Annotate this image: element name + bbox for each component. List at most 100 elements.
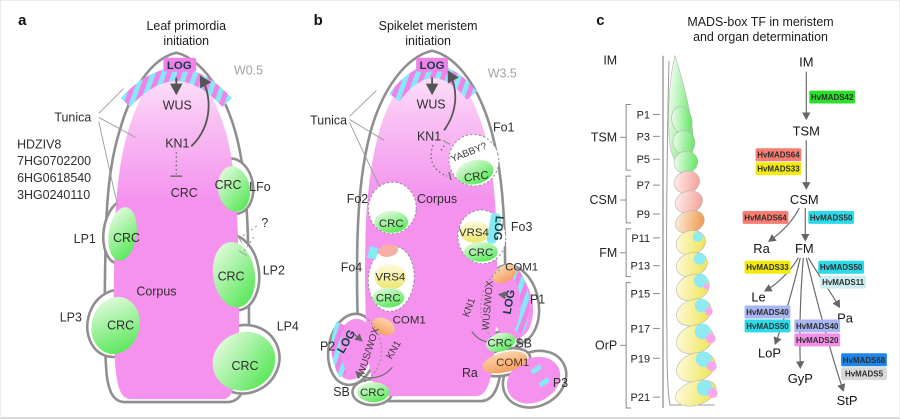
panel-c-title-line1: MADS-box TF in meristem	[687, 15, 833, 29]
node-ra: Ra	[753, 241, 770, 256]
panel-a-corpus-label: Corpus	[136, 285, 176, 299]
panel-b-fo2-region: CRC	[367, 181, 417, 235]
svg-text:HvMADS40: HvMADS40	[746, 308, 789, 317]
panel-a-lp4-label: LP4	[277, 319, 299, 333]
panel-b-p3-interior	[506, 356, 561, 404]
panel-a-title-line2: initiation	[163, 34, 209, 48]
panel-c: c MADS-box TF in meristem and organ dete…	[590, 12, 887, 409]
panel-b-fo4-label: Fo4	[341, 261, 363, 275]
panel-b-p2-curved-arrow	[355, 366, 393, 380]
panel-b-sb-right-label: SB	[515, 336, 532, 350]
panel-a-log-highlight	[163, 57, 197, 72]
gene-box-hvmads64-csm: HvMADS64	[742, 210, 789, 224]
tick-p21: P21	[631, 392, 650, 404]
panel-b-fo3-label: Fo3	[511, 220, 533, 234]
gene-box-hvmads20-gyp: HvMADS20	[794, 333, 841, 347]
panel-a-stage-label: W0.5	[234, 64, 263, 78]
tick-p1: P1	[637, 109, 650, 121]
svg-text:HvMADS50: HvMADS50	[810, 213, 853, 222]
tick-p5: P5	[637, 154, 650, 166]
gene-box-hvmads64-tsm: HvMADS64	[755, 148, 802, 162]
zone-tsm-label: TSM	[591, 130, 617, 144]
node-gyp: GyP	[788, 371, 813, 386]
panel-b-crc-sb-left-domain	[357, 382, 390, 403]
panel-b-vrs4-fo3-label: VRS4	[459, 227, 490, 239]
panel-a-kn1-label: KN1	[165, 136, 189, 150]
panel-b-vrs4-fo4-label: VRS4	[375, 272, 406, 284]
node-tsm: TSM	[793, 123, 820, 138]
svg-text:HvMADS50: HvMADS50	[746, 322, 789, 331]
panel-b-corpus-label: Corpus	[417, 192, 457, 206]
gene-box-hvmads11-pa: HvMADS11	[820, 275, 866, 289]
panel-b-title-line1: Spikelet meristem	[379, 19, 478, 33]
tick-p17: P17	[631, 323, 650, 335]
panel-b-p2-interior	[334, 318, 373, 380]
tick-p13: P13	[631, 261, 650, 273]
zone-csm-label: CSM	[590, 193, 618, 207]
svg-text:HvMADS20: HvMADS20	[796, 336, 839, 345]
gene-box-hvmads42: HvMADS42	[809, 90, 856, 104]
panel-b-wuswox-p1-label: WUS/WOX	[481, 280, 496, 331]
panel-b-kn1-log-arrow	[443, 70, 459, 131]
panel-a-crc-lfo-label: CRC	[215, 178, 242, 192]
panel-b-com1-fo4-label: COM1	[393, 314, 426, 326]
zone-fm-label: FM	[599, 246, 617, 260]
panel-a-question-label: ?	[261, 216, 268, 230]
panel-b-sb-left-label: SB	[333, 385, 350, 399]
panel-b-crc-sb-right-label: CRC	[487, 337, 512, 349]
panel-a-tunica-pointers	[98, 88, 136, 207]
node-pa: Pa	[837, 310, 854, 325]
gene-box-hvmads68-stp: HvMADS68	[841, 353, 887, 367]
gene-box-hvmads5-stp: HvMADS5	[841, 367, 887, 381]
panel-a-gene-list: HDZIV8 7HG0702200 6HG0618540 3HG0240110	[17, 137, 91, 202]
panel-a-lp3-label: LP3	[60, 310, 82, 324]
panel-b-crc-fo4-label: CRC	[376, 293, 401, 305]
node-fm: FM	[795, 241, 814, 256]
svg-text:HvMADS50: HvMADS50	[820, 263, 863, 272]
panel-b-title-line2: initiation	[405, 34, 451, 48]
gene-box-hvmads50-lop: HvMADS50	[744, 319, 791, 333]
panel-a-letter: a	[18, 12, 27, 29]
svg-text:HvMADS33: HvMADS33	[757, 165, 800, 174]
panel-b-tunica-stripe-band	[389, 65, 477, 102]
panel-a: a Leaf primordia initiation LOG W0.5	[17, 12, 299, 404]
panel-b-crc-fo1-label: CRC	[463, 170, 489, 185]
gene-box-hvmads40-lop: HvMADS40	[744, 305, 791, 319]
svg-text:HvMADS5: HvMADS5	[845, 370, 884, 379]
panel-b-p1-label: P1	[530, 293, 545, 307]
panel-b-log-highlight	[416, 57, 449, 72]
panel-b-p2-stripe-band	[331, 321, 348, 378]
panel-c-letter: c	[596, 12, 604, 29]
panel-b-p1-log-arrow	[497, 291, 508, 300]
svg-text:HvMADS68: HvMADS68	[843, 356, 886, 365]
node-stp: StP	[837, 393, 858, 408]
panel-b-crc-sb-left-label: CRC	[360, 387, 385, 399]
gene-hdziv8: HDZIV8	[17, 137, 61, 151]
panel-b-kn1-inhibitions	[430, 139, 452, 181]
panel-b-com1-ra-domain	[482, 351, 528, 374]
panel-a-crc-lp4-label: CRC	[232, 359, 259, 373]
panel-b-fo3-region: LOG VRS4 CRC	[457, 209, 507, 265]
panel-b-fo4-region: VRS4 CRC	[366, 244, 415, 312]
panel-b-log-label: LOG	[420, 60, 445, 72]
arrow-fm-lop	[773, 257, 801, 346]
panel-b-p2-label: P2	[320, 339, 335, 353]
panel-b-fo2-label: Fo2	[347, 192, 369, 206]
panel-b-crc-fo3-label: CRC	[468, 247, 493, 259]
tick-p7: P7	[637, 180, 650, 192]
panel-a-crc-lp2-label: CRC	[218, 270, 245, 284]
arrow-fm-gyp	[795, 257, 805, 370]
panel-b-stage-label: W3.5	[488, 67, 517, 81]
panel-a-question-pointers	[236, 225, 258, 257]
svg-text:HvMADS40: HvMADS40	[796, 322, 839, 331]
panel-a-wus-label: WUS	[163, 98, 192, 112]
gene-box-hvmads50-csm: HvMADS50	[808, 210, 855, 224]
panel-c-title-line2: and organ determination	[693, 30, 828, 44]
arrow-fm-le	[763, 257, 799, 292]
node-lop: LoP	[758, 345, 781, 360]
gene-6hg0618540: 6HG0618540	[17, 171, 91, 185]
panel-b-letter: b	[314, 12, 323, 29]
panel-b-crc-sb-right-domain	[486, 332, 516, 352]
